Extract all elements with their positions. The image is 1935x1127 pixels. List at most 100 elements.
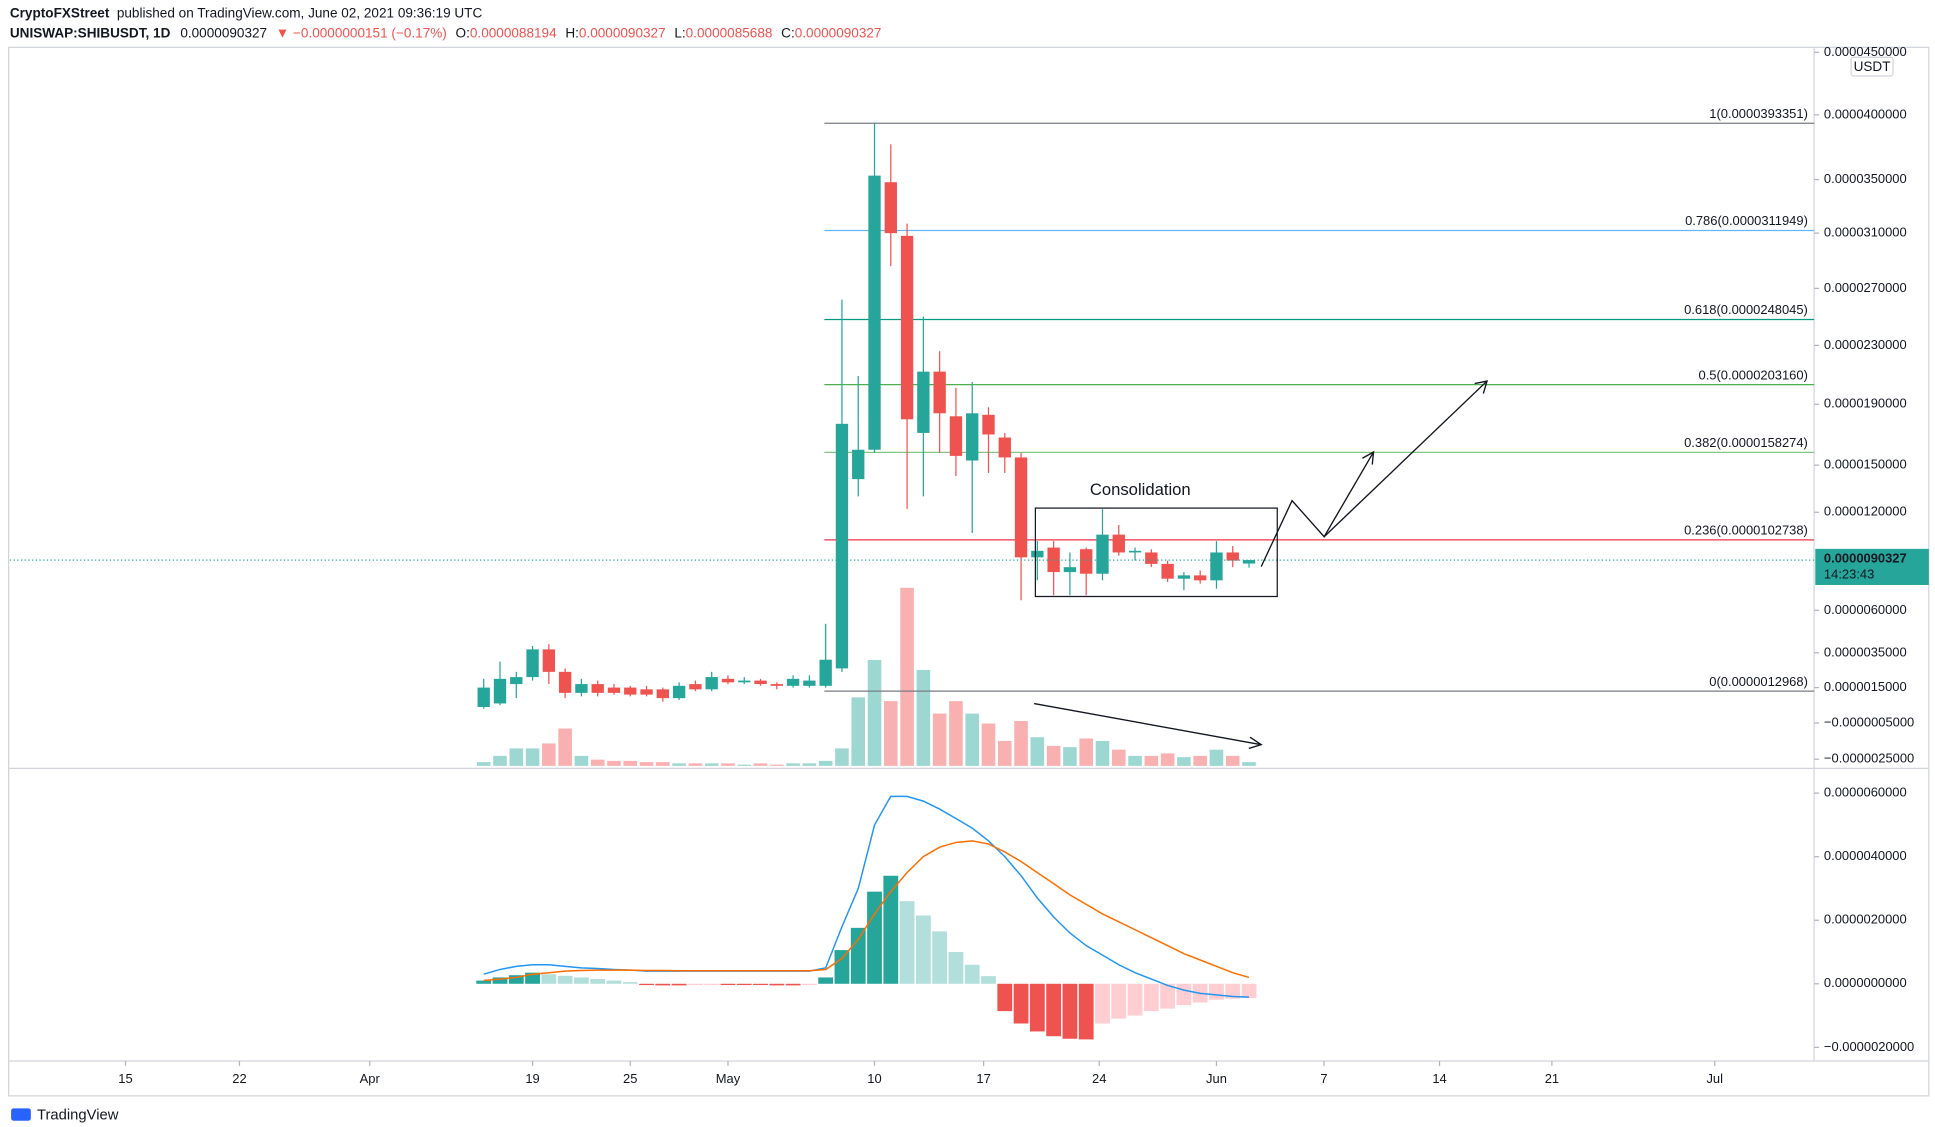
- candle-body: [1014, 457, 1028, 558]
- candle-body: [786, 678, 800, 686]
- volume-bar: [884, 701, 898, 766]
- volume-bar: [590, 759, 605, 766]
- candle-body: [510, 677, 523, 685]
- arrow-head: [1474, 380, 1489, 394]
- volume-bar: [509, 748, 524, 766]
- volume-bar: [1063, 747, 1077, 766]
- macd-histogram-bar: [622, 982, 638, 984]
- candle-body: [835, 423, 849, 669]
- volume-bar: [965, 713, 980, 766]
- volume-bar: [753, 763, 768, 766]
- macd-histogram-bar: [492, 977, 508, 984]
- y-tick-label: −0.0000025000: [1824, 751, 1914, 766]
- x-tick-label: 10: [867, 1071, 881, 1086]
- candle-body: [558, 671, 572, 693]
- volume-bar: [493, 755, 507, 766]
- last-price-box: [1815, 548, 1929, 585]
- macd-histogram-bar: [1078, 983, 1094, 1040]
- candle-body: [770, 684, 783, 686]
- y-tick-label: 0.0000230000: [1824, 337, 1907, 352]
- volume-bar: [672, 763, 686, 766]
- header-line: CryptoFXStreet published on TradingView.…: [10, 5, 483, 20]
- publisher: CryptoFXStreet: [10, 5, 110, 20]
- plot-layer: 0.0000450000 0.0000400000 0.0000350000 0.00…: [9, 44, 1929, 1086]
- x-tick-label: 7: [1320, 1071, 1327, 1086]
- volume-bar: [1193, 755, 1207, 766]
- volume-bar: [639, 762, 654, 766]
- candle-body: [1047, 547, 1060, 573]
- candle-body: [624, 687, 637, 695]
- macd-histogram-bar: [867, 891, 882, 984]
- macd-histogram-bar: [508, 975, 524, 984]
- macd-histogram-bar: [801, 983, 817, 986]
- signal-line: [483, 840, 1250, 982]
- currency: USDT: [1854, 59, 1892, 74]
- y-tick-label: −0.0000005000: [1824, 714, 1914, 729]
- y-tick-label: 0.0000150000: [1824, 457, 1907, 472]
- candle-body: [542, 649, 556, 672]
- volume-bar: [916, 669, 931, 766]
- x-tick-label: 25: [623, 1071, 637, 1086]
- macd-histogram-bar: [1062, 983, 1078, 1039]
- macd-histogram-bar: [541, 974, 557, 984]
- candle-body: [1080, 549, 1093, 574]
- candle-body: [526, 649, 539, 678]
- macd-histogram-bar: [1029, 983, 1045, 1032]
- x-tick-label: Jul: [1706, 1071, 1723, 1086]
- candle-body: [966, 413, 979, 461]
- macd-histogram-bar: [655, 983, 671, 986]
- macd-histogram-bar: [932, 931, 948, 984]
- last-price-label: 0.0000090327: [1824, 550, 1907, 565]
- macd-histogram-bar: [981, 976, 996, 984]
- volume-bar: [1225, 755, 1240, 766]
- macd-histogram-bar: [1095, 983, 1110, 1024]
- x-tick-label: Apr: [360, 1071, 381, 1086]
- candle-body: [575, 684, 588, 693]
- fib-label: 0(0.0000012968): [1709, 674, 1808, 689]
- volume-bar: [802, 763, 817, 766]
- macd-histogram-bar: [574, 977, 589, 984]
- candle-body: [1226, 552, 1239, 561]
- candle-body: [803, 680, 816, 686]
- arrow-head: [1362, 450, 1375, 465]
- macd-histogram-bar: [899, 901, 915, 984]
- candle-body: [754, 680, 767, 685]
- macd-histogram-bar: [915, 915, 931, 984]
- macd-histogram-bar: [785, 983, 801, 986]
- path-arrow: [1260, 451, 1375, 567]
- volume-bar: [1095, 740, 1110, 766]
- macd-histogram-bar: [753, 983, 768, 986]
- macd-histogram-bar: [997, 983, 1013, 1012]
- macd-histogram-bar: [1160, 983, 1176, 1009]
- volume-bar: [1209, 749, 1224, 766]
- x-tick-label: 19: [525, 1071, 539, 1086]
- volume-bar: [1128, 755, 1142, 766]
- volume-bar: [786, 763, 800, 766]
- candle-body: [493, 678, 507, 704]
- macd-histogram-bar: [1209, 983, 1224, 1000]
- y-tick-label: 0.0000035000: [1824, 644, 1907, 659]
- fib-label: 0.236(0.0000102738): [1684, 523, 1808, 538]
- footer: TradingView: [37, 1108, 119, 1124]
- ohlc-value: 0.0000090327: [795, 25, 882, 40]
- symbol-line: UNISWAP:SHIBUSDT, 1D 0.0000090327 ▼ −0.0…: [10, 25, 882, 40]
- logo-mark: [11, 1108, 31, 1121]
- candle-body: [591, 684, 604, 693]
- x-tick-label: May: [716, 1071, 741, 1086]
- logo: TradingView: [11, 1108, 119, 1124]
- header-change: ▼ −0.0000000151 (−0.17%): [276, 25, 447, 40]
- volume-bar: [721, 763, 735, 766]
- macd-histogram-bar: [1143, 983, 1159, 1012]
- volume-bar: [656, 762, 670, 766]
- macd-histogram-bar: [557, 975, 573, 984]
- macd-histogram-bar: [720, 983, 736, 986]
- fib-label: 1(0.0000393351): [1709, 106, 1808, 121]
- y-tick-label: 0.0000270000: [1824, 280, 1907, 295]
- macd-histogram-bar: [1127, 983, 1143, 1016]
- macd-histogram-bar: [1111, 983, 1127, 1019]
- x-tick-label: 21: [1545, 1071, 1559, 1086]
- x-tick-label: Jun: [1206, 1071, 1227, 1086]
- candle-body: [900, 235, 914, 420]
- volume-bar: [1046, 745, 1061, 766]
